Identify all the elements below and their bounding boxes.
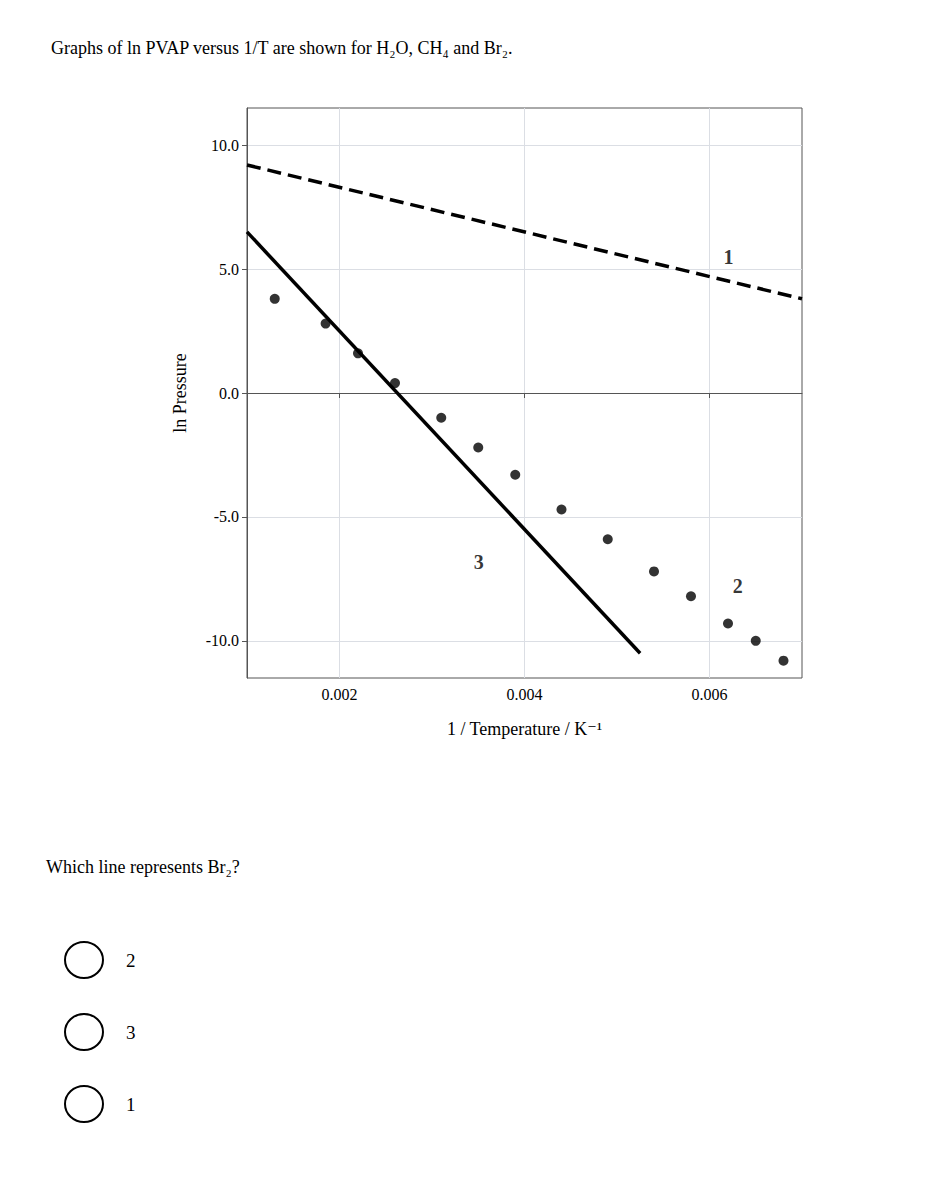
- svg-text:Graphs of ln PVAP versus 1/T a: Graphs of ln PVAP versus 1/T are shown f…: [51, 38, 512, 58]
- svg-text:1 / Temperature / K⁻¹: 1 / Temperature / K⁻¹: [447, 719, 602, 739]
- svg-text:10.0: 10.0: [211, 137, 239, 154]
- svg-text:ln Pressure: ln Pressure: [170, 353, 190, 433]
- svg-text:0.006: 0.006: [692, 686, 728, 703]
- svg-text:0.0: 0.0: [219, 385, 239, 402]
- svg-text:Which line represents Br₂?: Which line represents Br₂?: [46, 857, 240, 877]
- svg-text:-10.0: -10.0: [206, 632, 239, 649]
- svg-text:1: 1: [126, 1094, 136, 1115]
- svg-text:1: 1: [723, 246, 733, 268]
- svg-text:2: 2: [126, 950, 136, 971]
- svg-text:0.002: 0.002: [322, 686, 358, 703]
- svg-text:3: 3: [474, 551, 484, 573]
- svg-text:5.0: 5.0: [219, 261, 239, 278]
- svg-text:-5.0: -5.0: [214, 508, 239, 525]
- svg-text:2: 2: [733, 575, 743, 597]
- svg-text:0.004: 0.004: [507, 686, 543, 703]
- svg-text:3: 3: [126, 1022, 136, 1043]
